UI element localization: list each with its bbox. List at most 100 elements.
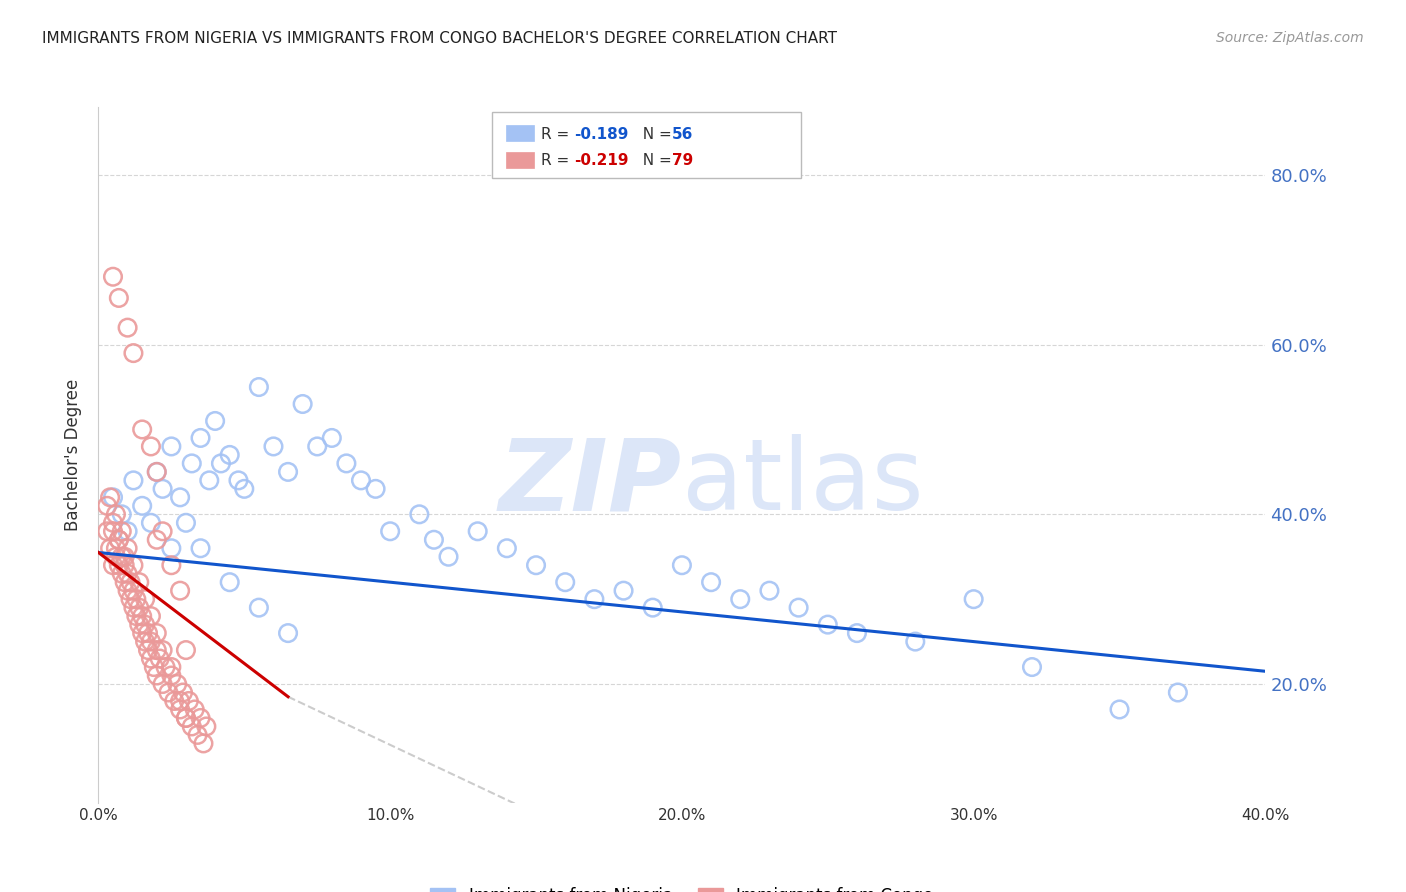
Point: [1021, 660, 1043, 674]
Point: [120, 592, 142, 607]
Point: [157, 685, 180, 699]
Point: [495, 541, 517, 556]
Point: [117, 583, 139, 598]
Point: [98, 491, 121, 505]
Text: atlas: atlas: [682, 434, 924, 532]
Point: [583, 592, 606, 607]
Point: [142, 660, 165, 674]
Point: [146, 533, 169, 547]
Point: [904, 634, 927, 648]
Point: [111, 524, 134, 539]
Point: [277, 626, 299, 640]
Point: [117, 524, 139, 539]
Point: [228, 474, 250, 488]
Point: [321, 431, 343, 445]
Point: [758, 583, 780, 598]
Point: [139, 651, 162, 665]
Point: [160, 558, 183, 573]
Point: [128, 575, 150, 590]
Text: IMMIGRANTS FROM NIGERIA VS IMMIGRANTS FROM CONGO BACHELOR'S DEGREE CORRELATION C: IMMIGRANTS FROM NIGERIA VS IMMIGRANTS FR…: [42, 31, 837, 46]
Point: [174, 643, 197, 657]
Point: [193, 736, 215, 750]
Point: [277, 465, 299, 479]
Point: [101, 269, 124, 284]
Point: [131, 422, 153, 436]
Point: [787, 600, 810, 615]
Point: [218, 575, 240, 590]
Point: [139, 609, 162, 624]
Point: [101, 491, 124, 505]
Point: [187, 728, 209, 742]
Point: [408, 508, 430, 522]
Point: [1167, 685, 1189, 699]
Point: [131, 609, 153, 624]
Point: [1108, 702, 1130, 716]
Point: [671, 558, 693, 573]
Point: [104, 549, 127, 564]
Point: [190, 431, 212, 445]
Point: [101, 558, 124, 573]
Point: [160, 541, 183, 556]
Point: [108, 533, 131, 547]
Point: [195, 719, 218, 733]
Y-axis label: Bachelor's Degree: Bachelor's Degree: [65, 379, 83, 531]
Point: [136, 626, 159, 640]
Point: [169, 702, 191, 716]
Text: ZIP: ZIP: [499, 434, 682, 532]
Point: [122, 558, 145, 573]
Point: [233, 482, 256, 496]
Point: [128, 617, 150, 632]
Point: [122, 583, 145, 598]
Text: Source: ZipAtlas.com: Source: ZipAtlas.com: [1216, 31, 1364, 45]
Point: [114, 558, 136, 573]
Point: [209, 457, 232, 471]
Point: [104, 541, 127, 556]
Point: [183, 702, 205, 716]
Point: [174, 516, 197, 530]
Point: [524, 558, 547, 573]
Point: [962, 592, 984, 607]
Point: [122, 600, 145, 615]
Point: [98, 541, 121, 556]
Point: [160, 660, 183, 674]
Point: [111, 549, 134, 564]
Point: [131, 499, 153, 513]
Point: [114, 549, 136, 564]
Point: [117, 566, 139, 581]
Point: [728, 592, 751, 607]
Point: [134, 617, 156, 632]
Point: [108, 291, 131, 305]
Point: [177, 694, 200, 708]
Point: [845, 626, 868, 640]
Point: [163, 694, 186, 708]
Point: [166, 677, 188, 691]
Point: [146, 668, 169, 682]
Point: [180, 719, 202, 733]
Point: [136, 643, 159, 657]
Text: -0.189: -0.189: [574, 127, 628, 142]
Point: [146, 465, 169, 479]
Point: [198, 474, 221, 488]
Point: [128, 600, 150, 615]
Point: [641, 600, 664, 615]
Point: [120, 575, 142, 590]
Point: [364, 482, 387, 496]
Point: [117, 320, 139, 334]
Point: [96, 524, 118, 539]
Point: [554, 575, 576, 590]
Point: [190, 541, 212, 556]
Point: [114, 575, 136, 590]
Text: R =: R =: [541, 127, 575, 142]
Point: [218, 448, 240, 462]
Point: [247, 600, 270, 615]
Point: [149, 651, 172, 665]
Point: [190, 711, 212, 725]
Text: -0.219: -0.219: [574, 153, 628, 169]
Point: [160, 668, 183, 682]
Point: [152, 524, 174, 539]
Point: [155, 660, 177, 674]
Point: [174, 711, 197, 725]
Point: [125, 609, 148, 624]
Point: [134, 592, 156, 607]
Point: [423, 533, 446, 547]
